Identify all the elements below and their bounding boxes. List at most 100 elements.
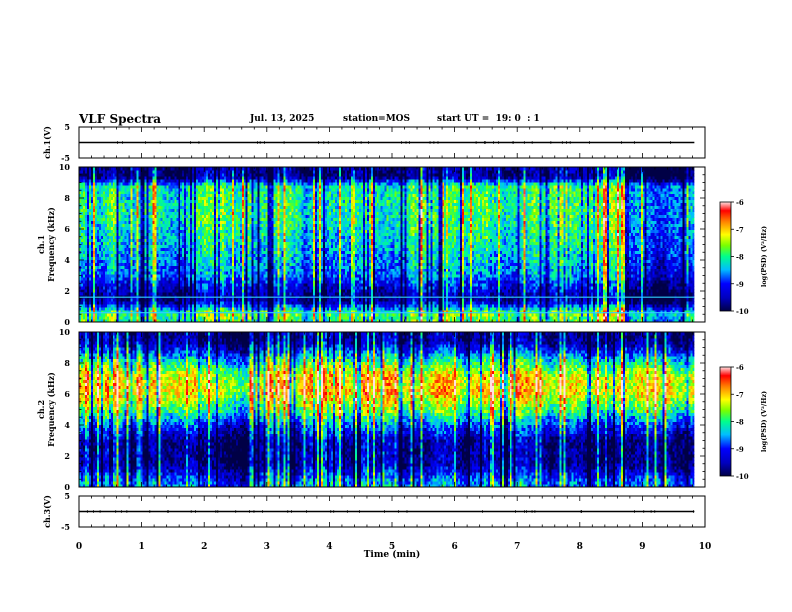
- spectro-cell: [82, 226, 86, 230]
- spectro-cell: [84, 262, 88, 266]
- spectro-cell: [86, 280, 90, 284]
- spectro-cell: [84, 304, 88, 308]
- spectro-cell: [108, 196, 112, 201]
- spectro-cell: [94, 196, 98, 201]
- spectro-cell: [106, 208, 110, 213]
- spectro-cell: [96, 205, 100, 210]
- spectro-cell: [90, 289, 94, 293]
- spectro-cell: [80, 259, 84, 263]
- spectro-cell: [104, 172, 108, 177]
- spectro-cell: [88, 202, 92, 207]
- spectro-cell: [80, 229, 84, 233]
- spectro-cell: [79, 277, 82, 281]
- spectro-cell: [79, 298, 82, 302]
- spectro-cell: [114, 232, 118, 236]
- spectro-cell: [86, 193, 90, 198]
- spectro-cell: [82, 316, 86, 320]
- spectro-cell: [116, 217, 120, 222]
- spectro-cell: [100, 310, 104, 314]
- spectro-cell: [88, 283, 92, 287]
- spectro-cell: [108, 232, 112, 236]
- spectro-cell: [90, 244, 94, 248]
- ch1-voltage-panel: 5-5ch.1(V): [42, 122, 706, 163]
- spectro-cell: [108, 262, 112, 266]
- spectro-cell: [116, 274, 120, 278]
- spectro-cell: [82, 298, 86, 302]
- spectro-cell: [92, 265, 96, 269]
- spectro-cell: [79, 292, 82, 296]
- spectro-cell: [82, 310, 86, 314]
- spectro-cell: [98, 280, 102, 284]
- spectro-cell: [88, 268, 92, 272]
- spectro-cell: [92, 307, 96, 311]
- spectro-cell: [94, 256, 98, 260]
- spectro-cell: [92, 226, 96, 230]
- spectro-cell: [94, 232, 98, 236]
- spectro-cell: [92, 319, 96, 322]
- spectro-cell: [84, 211, 88, 216]
- spectro-cell: [100, 241, 104, 245]
- spectro-cell: [90, 247, 94, 251]
- spectro-cell: [88, 238, 92, 242]
- spectro-cell: [94, 286, 98, 290]
- spectro-cell: [86, 178, 90, 183]
- spectro-cell: [82, 211, 86, 216]
- spectro-cell: [106, 205, 110, 210]
- spectro-cell: [118, 265, 122, 269]
- spectro-cell: [104, 259, 108, 263]
- spectro-cell: [100, 167, 104, 171]
- spectro-cell: [104, 196, 108, 201]
- spectro-cell: [92, 238, 96, 242]
- spectro-cell: [92, 289, 96, 293]
- spectro-cell: [94, 235, 98, 239]
- spectro-cell: [80, 238, 84, 242]
- spectro-cell: [118, 286, 122, 290]
- spectro-cell: [106, 277, 110, 281]
- spectro-cell: [82, 319, 86, 322]
- spectro-cell: [120, 274, 124, 278]
- spectro-cell: [80, 196, 84, 201]
- spectro-cell: [106, 250, 110, 254]
- spectro-cell: [112, 313, 116, 317]
- spectro-cell: [106, 184, 110, 189]
- spectro-cell: [112, 187, 116, 192]
- spectro-cell: [84, 178, 88, 183]
- spectro-cell: [80, 169, 84, 174]
- spectro-cell: [90, 301, 94, 305]
- spectro-cell: [114, 280, 118, 284]
- spectro-cell: [88, 217, 92, 222]
- spectro-cell: [110, 178, 114, 183]
- spectro-cell: [98, 241, 102, 245]
- spectro-cell: [92, 178, 96, 183]
- spectro-cell: [94, 253, 98, 257]
- spectro-cell: [110, 211, 114, 216]
- spectro-cell: [112, 286, 116, 290]
- spectro-cell: [102, 193, 106, 198]
- spectro-cell: [104, 223, 108, 228]
- spectro-cell: [88, 301, 92, 305]
- spectro-cell: [110, 175, 114, 180]
- spectro-cell: [112, 310, 116, 314]
- spectro-cell: [96, 277, 100, 281]
- spectro-cell: [108, 286, 112, 290]
- spectro-cell: [120, 313, 124, 317]
- spectro-cell: [96, 307, 100, 311]
- spectro-cell: [80, 313, 84, 317]
- spectro-cell: [98, 184, 102, 189]
- spectro-cell: [104, 205, 108, 210]
- spectro-cell: [90, 274, 94, 278]
- spectro-cell: [108, 190, 112, 195]
- spectro-cell: [106, 289, 110, 293]
- spectro-cell: [114, 184, 118, 189]
- spectro-cell: [102, 289, 106, 293]
- spectro-cell: [118, 169, 122, 174]
- spectro-cell: [98, 292, 102, 296]
- spectro-cell: [116, 283, 120, 287]
- spectro-cell: [102, 229, 106, 233]
- spectro-cell: [108, 250, 112, 254]
- spectro-cell: [112, 229, 116, 233]
- spectro-cell: [114, 199, 118, 204]
- spectro-cell: [112, 175, 116, 180]
- spectro-cell: [104, 202, 108, 207]
